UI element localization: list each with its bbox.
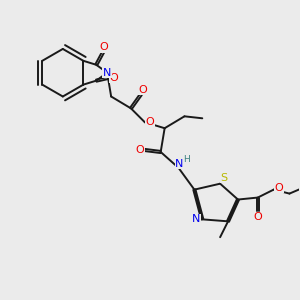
Text: O: O xyxy=(274,183,283,193)
Text: O: O xyxy=(100,42,109,52)
Text: S: S xyxy=(220,173,228,183)
Text: H: H xyxy=(183,155,190,164)
Text: N: N xyxy=(175,159,184,169)
Text: N: N xyxy=(103,68,111,78)
Text: N: N xyxy=(192,214,200,224)
Text: O: O xyxy=(254,212,262,222)
Text: O: O xyxy=(110,73,118,83)
Text: O: O xyxy=(139,85,147,94)
Text: O: O xyxy=(136,145,144,155)
Text: O: O xyxy=(146,117,154,127)
